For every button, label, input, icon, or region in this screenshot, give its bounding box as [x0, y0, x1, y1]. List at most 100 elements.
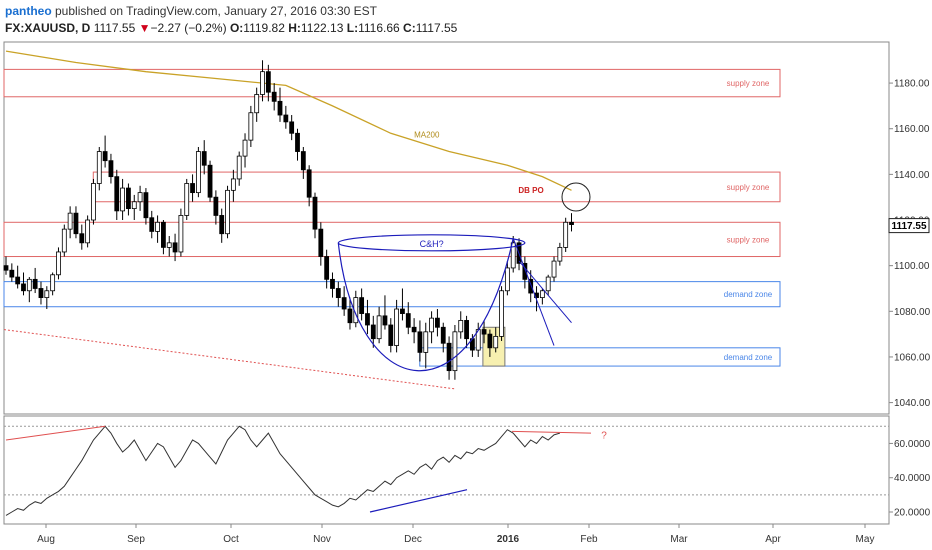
candle-down	[149, 217, 155, 232]
candle-down	[446, 342, 452, 372]
candle-down	[417, 331, 423, 353]
change-value: −2.27 (−0.2%)	[150, 21, 227, 35]
cup-handle-label: C&H?	[420, 239, 444, 249]
candle-up	[137, 192, 143, 203]
candle-up	[155, 221, 160, 232]
x-tick-label: Oct	[223, 534, 239, 545]
candle-down	[3, 265, 9, 271]
ma200-label: MA200	[414, 130, 440, 139]
last-price-tag-label: 1117.55	[891, 221, 926, 232]
last-price: 1117.55	[93, 21, 136, 35]
open-value: 1119.82	[243, 21, 285, 35]
candle-down	[219, 215, 225, 235]
candle-up	[423, 331, 429, 353]
handle-channel-line	[512, 238, 555, 346]
candle-up	[225, 189, 230, 235]
handle-channel-line	[518, 260, 572, 324]
close-label: C:	[403, 21, 416, 35]
price-tick-label: 1080.00	[894, 307, 931, 318]
candle-up	[230, 178, 236, 191]
supply-zone-box	[3, 68, 781, 98]
candle-down	[365, 313, 370, 326]
x-tick-label: Sep	[127, 534, 145, 545]
candle-down	[400, 308, 405, 314]
candle-down	[289, 121, 295, 134]
candle-down	[201, 151, 207, 166]
price-tick-label: 1160.00	[894, 124, 930, 135]
candle-down	[312, 196, 318, 230]
candle-down	[388, 324, 394, 346]
candle-down	[487, 333, 493, 349]
supply-zone-label: supply zone	[727, 183, 770, 192]
price-tick-label: 1040.00	[894, 398, 931, 409]
candle-down	[481, 329, 487, 335]
candle-down	[522, 262, 528, 280]
publish-info: published on TradingView.com, January 27…	[51, 4, 377, 18]
close-value: 1117.55	[415, 21, 458, 35]
candle-up	[120, 187, 125, 212]
candle-down	[359, 297, 365, 314]
publish-line: pantheo published on TradingView.com, Ja…	[5, 4, 377, 18]
double-top-label: DB PO	[518, 186, 543, 195]
candle-down	[213, 196, 219, 216]
candle-down	[114, 176, 120, 212]
high-label: H:	[288, 21, 301, 35]
x-tick-label: May	[856, 534, 875, 545]
candle-up	[545, 276, 551, 292]
candle-up	[184, 183, 190, 216]
candle-down	[382, 315, 388, 326]
candle-down	[335, 288, 341, 299]
candle-down	[102, 151, 108, 162]
candle-down	[277, 100, 283, 116]
demand-zone-label: demand zone	[724, 353, 773, 362]
candle-up	[91, 183, 96, 221]
candle-up	[260, 71, 265, 95]
author-name[interactable]: pantheo	[5, 4, 52, 18]
candle-down	[161, 221, 166, 248]
candle-down	[283, 114, 289, 123]
demand-zone-label: demand zone	[724, 290, 773, 299]
oscillator-line	[5, 425, 560, 516]
candle-up	[563, 221, 569, 248]
candle-down	[79, 233, 85, 244]
candle-up	[26, 278, 32, 292]
candle-down	[405, 313, 411, 328]
candle-up	[254, 94, 260, 114]
candle-down	[143, 192, 149, 219]
candle-down	[190, 183, 195, 194]
candle-up	[510, 242, 516, 269]
x-tick-label: Feb	[580, 534, 598, 545]
candle-down	[32, 278, 38, 289]
candle-down	[306, 169, 312, 198]
symbol-label[interactable]: FX:XAUUSD, D	[5, 21, 91, 35]
candle-down	[207, 164, 213, 198]
candle-up	[394, 308, 400, 346]
candle-up	[376, 315, 382, 340]
candle-up	[166, 242, 172, 248]
candle-down	[73, 212, 79, 235]
osc-tick-label: 60.0000	[894, 439, 931, 450]
low-label: L:	[346, 21, 359, 35]
candle-up	[499, 290, 504, 337]
candle-up	[248, 112, 254, 141]
candle-down	[370, 324, 376, 340]
candle-down	[411, 326, 417, 333]
candle-up	[539, 290, 545, 299]
candle-down	[126, 187, 131, 210]
last-price-tag	[888, 218, 930, 234]
candle-up	[236, 155, 242, 180]
candle-down	[265, 71, 271, 93]
double-top-circle	[561, 182, 591, 212]
candle-up	[56, 251, 61, 276]
candle-down	[347, 308, 353, 324]
x-tick-label: Apr	[765, 534, 781, 545]
candle-down	[324, 256, 330, 280]
candle-down	[569, 221, 574, 225]
candle-up	[242, 139, 248, 157]
x-tick-label: 2016	[497, 534, 520, 545]
candle-down	[38, 288, 44, 299]
candle-up	[44, 290, 50, 299]
candle-up	[504, 267, 510, 292]
candle-down	[318, 228, 324, 257]
